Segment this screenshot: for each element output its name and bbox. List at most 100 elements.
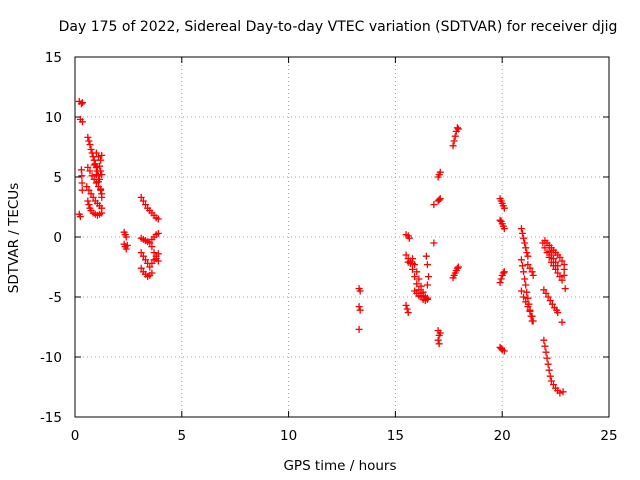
data-point [405,234,413,242]
data-point [90,161,98,169]
y-tick-label: 0 [53,230,62,246]
data-point [529,271,537,279]
data-point [558,276,566,284]
y-tick-labels: -15 -10 -5 0 5 10 15 [40,50,62,426]
data-point [154,250,162,258]
data-point [411,273,419,281]
data-point [413,280,421,288]
data-point [522,298,530,306]
data-point [496,279,504,287]
data-point [98,209,106,217]
data-point [523,288,531,296]
data-point [450,137,458,145]
data-point [528,268,536,276]
data-point [139,252,147,260]
data-point [523,249,531,257]
data-point [77,166,85,174]
data-point [430,201,438,209]
data-point [89,193,97,201]
data-point [78,179,86,187]
data-point [436,168,444,176]
data-point [86,141,94,149]
data-point [78,186,86,194]
data-point [355,325,363,333]
chart-title: Day 175 of 2022, Sidereal Day-to-day VTE… [59,19,618,35]
data-point [526,264,534,272]
data-point [552,265,560,273]
data-point [77,100,85,108]
data-point [517,287,525,295]
data-point [141,256,149,264]
data-point [546,372,554,380]
data-point [451,132,459,140]
data-point [436,195,444,203]
data-point [423,281,431,289]
data-point [522,244,530,252]
data-point [540,336,548,344]
data-point [148,269,156,277]
data-point [558,318,566,326]
data-point [150,249,158,257]
data-point [517,256,525,264]
data-point [94,178,102,186]
data-point [556,389,564,397]
data-point [92,149,100,157]
data-point [148,259,156,267]
data-point [529,317,537,325]
x-tick-label: 25 [600,428,617,444]
data-point [122,233,130,241]
data-point [78,99,86,107]
data-point [423,261,431,269]
y-tick-label: 10 [45,110,62,126]
data-point [356,306,364,314]
data-point [517,225,525,233]
data-point [78,172,86,180]
data-point [542,348,550,356]
data-point [500,225,508,233]
data-point [548,300,556,308]
data-point [97,156,105,164]
data-points [75,97,569,397]
data-point [500,347,508,355]
data-point [559,388,567,396]
data-point [356,287,364,295]
data-point [355,303,363,311]
data-point [499,269,507,277]
data-point [425,273,433,281]
data-point [554,269,562,277]
data-point [78,118,86,126]
data-point [94,153,102,161]
x-tick-label: 10 [280,428,297,444]
data-point [423,294,431,302]
data-point [137,249,145,257]
data-point [545,247,553,255]
data-point [560,271,568,279]
data-point [87,145,95,153]
data-point [454,263,462,271]
data-point [500,204,508,212]
data-point [524,261,532,269]
data-point [402,301,410,309]
data-point [497,275,505,283]
data-point [435,340,443,348]
data-point [500,268,508,276]
data-point [97,167,105,175]
data-point [524,294,532,302]
data-point [415,275,423,283]
data-point [545,366,553,374]
data-point [98,193,106,201]
data-point [549,255,557,263]
data-point [430,239,438,247]
data-point [419,288,427,296]
data-point [84,133,92,141]
data-point [87,190,95,198]
data-point [146,239,154,247]
data-point [543,354,551,362]
data-point [524,303,532,311]
data-point [92,171,100,179]
data-point [518,262,526,270]
y-tick-label: -15 [40,410,62,426]
data-point [520,268,528,276]
data-point [453,264,461,272]
data-point [415,286,423,294]
